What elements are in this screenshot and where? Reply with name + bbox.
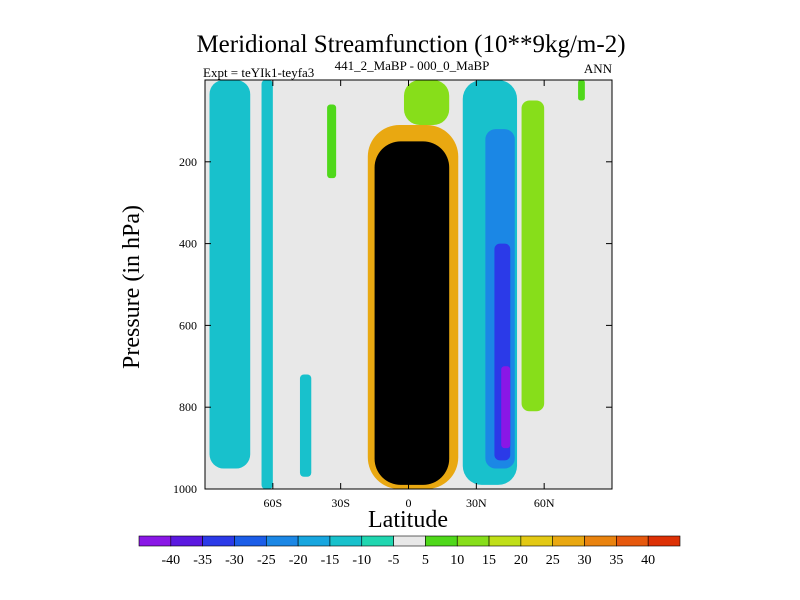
colorbar-label: 30	[578, 553, 592, 568]
colorbar-swatch	[425, 535, 458, 547]
colorbar-swatch	[456, 535, 490, 547]
contour-region	[299, 374, 312, 477]
y-tick-label: 800	[179, 400, 197, 414]
chart-subtitle-left: Expt = teYIk1-teyfa3	[203, 65, 314, 80]
y-axis-label: Pressure (in hPa)	[119, 205, 145, 369]
contour-region	[578, 80, 585, 101]
colorbar-label: -35	[193, 553, 212, 568]
colorbar: -40 -35 -30 -25 -20 -15 -10 -5 5 10 15 20 25 30 35 40	[138, 535, 681, 568]
chart-subtitle-right: ANN	[584, 61, 613, 76]
colorbar-swatch	[393, 535, 426, 547]
y-tick-label: 600	[179, 318, 197, 332]
colorbar-label: -25	[257, 553, 276, 568]
contour-region	[261, 80, 273, 489]
x-tick-label: 0	[406, 496, 412, 510]
x-tick-label: 30S	[331, 496, 350, 510]
colorbar-label: 5	[422, 553, 429, 568]
colorbar-swatch	[297, 535, 331, 547]
colorbar-label: -40	[161, 553, 180, 568]
colorbar-label: -15	[321, 553, 340, 568]
plot-area	[204, 79, 613, 490]
colorbar-swatch	[234, 535, 267, 547]
x-tick-label: 60S	[263, 496, 282, 510]
y-tick-label: 1000	[173, 482, 197, 496]
colorbar-label: -10	[352, 553, 371, 568]
colorbar-swatch	[138, 535, 172, 547]
colorbar-swatch	[552, 535, 585, 547]
contour-region	[501, 366, 511, 449]
colorbar-label: 10	[450, 553, 464, 568]
x-axis: 60S 30S 0 30N 60N	[263, 80, 555, 510]
colorbar-label: 15	[482, 553, 496, 568]
colorbar-label: 35	[609, 553, 623, 568]
contour-region	[327, 104, 337, 179]
colorbar-label: -5	[388, 553, 400, 568]
x-tick-label: 60N	[534, 496, 555, 510]
colorbar-swatch	[170, 535, 203, 547]
colorbar-swatch	[202, 535, 235, 547]
colorbar-label: -30	[225, 553, 244, 568]
contour-region	[403, 80, 450, 125]
colorbar-label: 40	[641, 553, 655, 568]
colorbar-swatch	[584, 535, 617, 547]
colorbar-swatch	[265, 535, 299, 547]
y-tick-label: 200	[179, 155, 197, 169]
colorbar-swatch	[361, 535, 394, 547]
colorbar-label: 20	[514, 553, 528, 568]
colorbar-swatch	[329, 535, 363, 547]
x-tick-label: 30N	[466, 496, 487, 510]
colorbar-label: -20	[289, 553, 308, 568]
x-axis-label: Latitude	[368, 507, 448, 533]
colorbar-label: 25	[546, 553, 560, 568]
chart-subtitle-center: 441_2_MaBP - 000_0_MaBP	[335, 58, 490, 73]
contour-region	[209, 80, 251, 469]
colorbar-swatch	[520, 535, 554, 547]
contour-region	[381, 161, 436, 477]
y-tick-label: 400	[179, 237, 197, 251]
y-axis: 200 400 600 800 1000	[173, 155, 612, 496]
colorbar-swatch	[488, 535, 522, 547]
colorbar-swatch	[616, 535, 649, 547]
contour-region	[521, 100, 545, 412]
colorbar-swatch	[647, 535, 681, 547]
chart-title: Meridional Streamfunction (10**9kg/m-2)	[196, 31, 625, 58]
